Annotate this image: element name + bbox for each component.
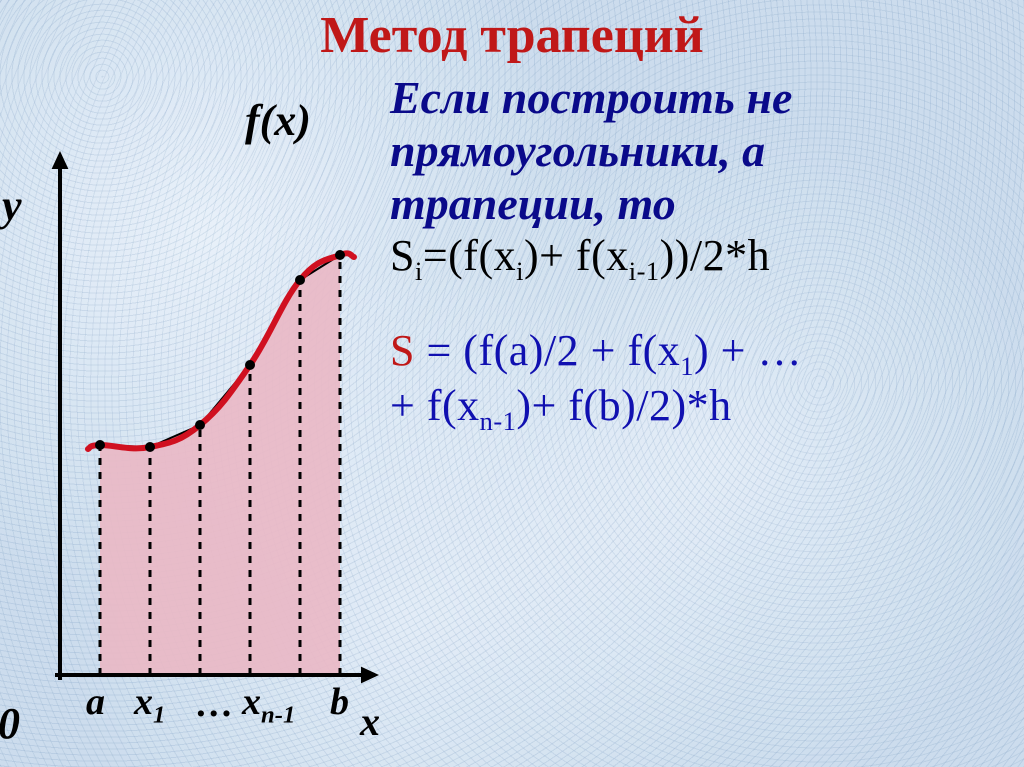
x-tick-label: a bbox=[86, 680, 105, 724]
body-text: Если построить не прямоугольники, а трап… bbox=[390, 72, 1016, 436]
origin-label: 0 bbox=[0, 698, 20, 749]
description-line-3: трапеции, то bbox=[390, 178, 1016, 231]
x-tick-label: x1 bbox=[134, 680, 165, 730]
x-tick-label: b bbox=[330, 680, 349, 724]
y-axis-label: у bbox=[2, 180, 22, 231]
formula-s-line1: S = (f(a)/2 + f(x1) + … bbox=[390, 326, 1016, 381]
formula-s-line2: + f(xn-1)+ f(b)/2)*h bbox=[390, 381, 1016, 436]
title-text: Метод трапеций bbox=[320, 7, 703, 64]
fx-label: f(x) bbox=[245, 95, 311, 146]
description-line-1: Если построить не bbox=[390, 72, 1016, 125]
chart-container: f(x) у 0 х ax1…xn-1b bbox=[10, 120, 390, 725]
slide-content: Метод трапеций f(x) у 0 х ax1…xn-1b Если… bbox=[0, 0, 1024, 767]
spacer bbox=[390, 286, 1016, 326]
page-title: Метод трапеций bbox=[0, 6, 1024, 65]
trapezoid-chart bbox=[10, 120, 390, 720]
formula-si: Si=(f(xi)+ f(xi-1))/2*h bbox=[390, 231, 1016, 286]
x-axis-label: х bbox=[360, 698, 380, 745]
x-tick-label: xn-1 bbox=[242, 680, 295, 730]
description-line-2: прямоугольники, а bbox=[390, 125, 1016, 178]
x-tick-label: … bbox=[196, 682, 234, 726]
